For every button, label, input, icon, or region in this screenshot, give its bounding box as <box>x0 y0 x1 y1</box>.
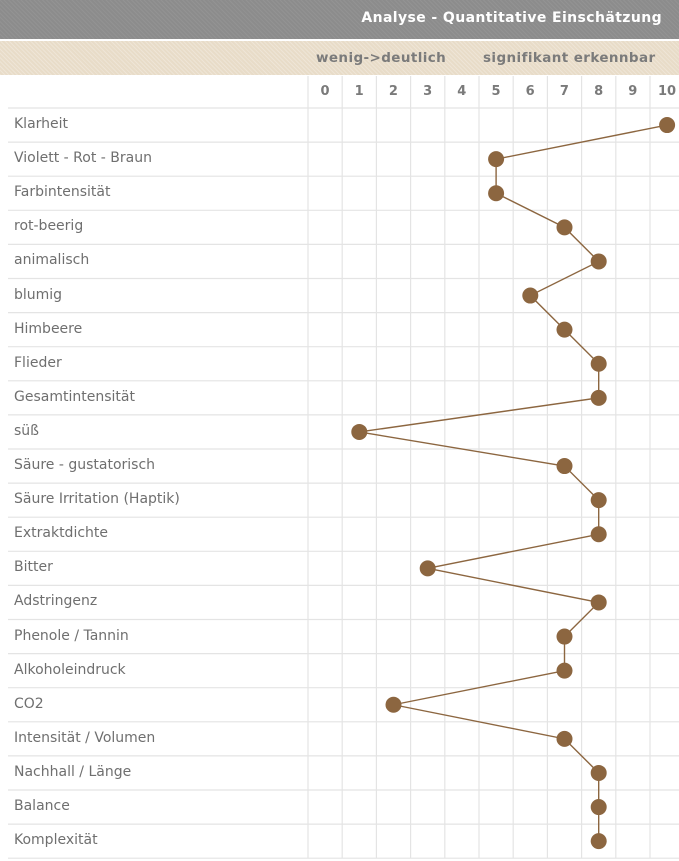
scale-tick-label: 2 <box>388 84 398 99</box>
scale-tick-label: 0 <box>320 84 330 99</box>
data-point <box>488 151 505 168</box>
data-point <box>590 594 607 611</box>
scale-tick-label: 8 <box>594 84 604 99</box>
data-point <box>590 492 607 509</box>
data-point <box>590 355 607 372</box>
category-label: Gesamtintensität <box>14 388 135 405</box>
category-label: blumig <box>14 286 63 303</box>
data-point <box>488 185 505 202</box>
category-label: süß <box>14 422 39 439</box>
data-point <box>556 662 573 679</box>
title-bar: Analyse - Quantitative Einschätzung <box>0 0 679 39</box>
scale-tick-label: 4 <box>457 84 467 99</box>
scale-tick-label: 9 <box>628 84 638 99</box>
chart-title: Analyse - Quantitative Einschätzung <box>361 10 662 26</box>
category-label: Nachhall / Länge <box>14 763 132 780</box>
category-label: Flieder <box>14 354 62 371</box>
category-label: Balance <box>14 798 70 814</box>
category-label: Adstringenz <box>14 593 98 610</box>
profile-line <box>359 124 668 842</box>
category-label: Farbintensität <box>14 184 111 201</box>
category-label: Himbeere <box>14 320 83 337</box>
data-point <box>556 628 573 645</box>
data-point <box>556 730 573 747</box>
data-point <box>522 287 539 304</box>
category-label: Phenole / Tannin <box>14 627 129 644</box>
data-point <box>351 423 368 440</box>
scale-description-bar: wenig->deutlich signifikant erkennbar <box>0 41 679 75</box>
category-label: Säure Irritation (Haptik) <box>14 491 180 508</box>
category-label: CO2 <box>14 695 44 712</box>
data-point <box>590 389 607 406</box>
category-label: Säure - gustatorisch <box>14 457 156 473</box>
scale-tick-label: 6 <box>525 84 535 99</box>
scale-tick-label: 7 <box>559 84 569 99</box>
data-point <box>659 117 676 134</box>
data-point <box>590 833 607 850</box>
data-point <box>590 799 607 816</box>
category-label: Klarheit <box>14 116 69 132</box>
category-label: Extraktdichte <box>14 525 109 542</box>
data-point <box>590 764 607 781</box>
category-label: animalisch <box>14 252 90 269</box>
data-point <box>556 321 573 338</box>
data-point <box>590 526 607 543</box>
scale-tick-label: 5 <box>491 84 501 99</box>
category-label: Komplexität <box>14 832 98 849</box>
data-point <box>385 696 402 713</box>
category-label: Bitter <box>14 559 53 576</box>
scale-tick-label: 10 <box>657 84 677 99</box>
scale-label-low: wenig->deutlich <box>316 50 447 66</box>
data-point <box>556 219 573 236</box>
data-point <box>556 458 573 475</box>
data-point <box>590 253 607 270</box>
category-label: rot-beerig <box>14 218 84 235</box>
category-label: Intensität / Volumen <box>14 729 156 746</box>
category-label: Violett - Rot - Braun <box>14 150 152 167</box>
scale-label-high: signifikant erkennbar <box>483 50 656 66</box>
category-label: Alkoholeindruck <box>14 661 126 678</box>
scale-tick-label: 3 <box>423 84 433 99</box>
scale-tick-label: 1 <box>354 84 364 99</box>
data-point <box>419 560 436 577</box>
